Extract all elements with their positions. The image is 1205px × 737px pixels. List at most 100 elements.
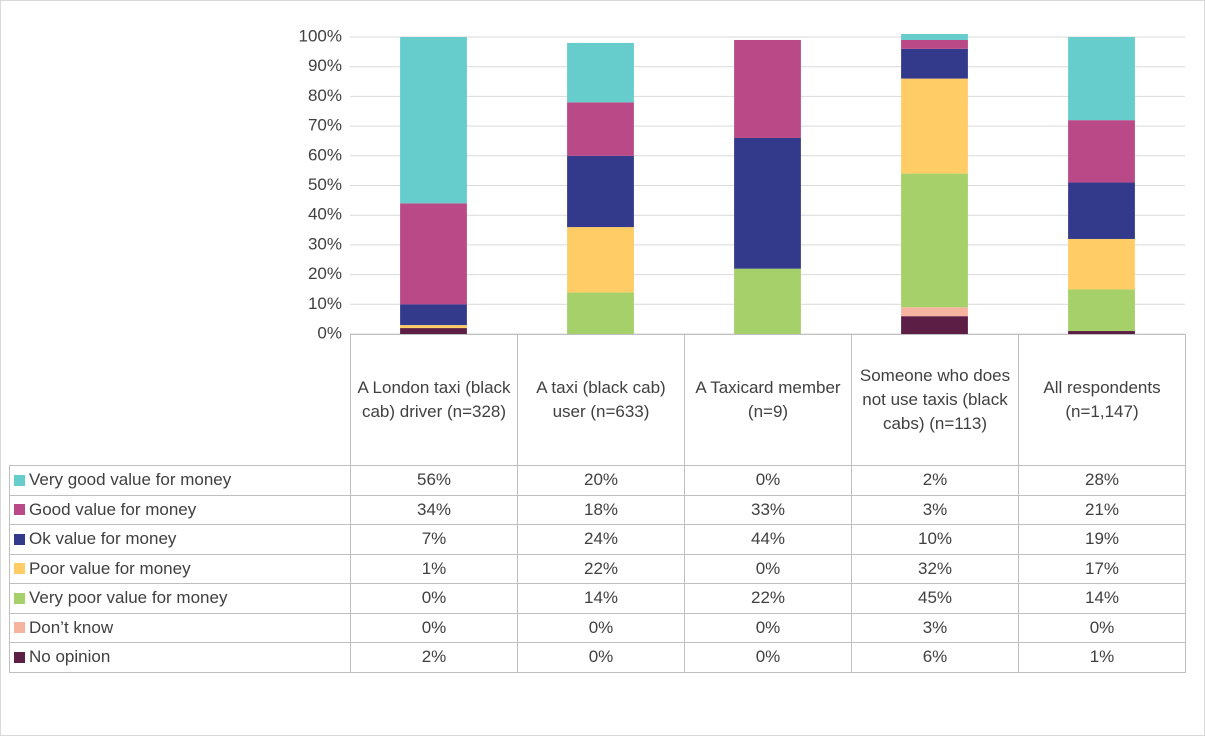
bar-segment: [400, 203, 467, 305]
legend-label: Good value for money: [29, 499, 197, 519]
y-tick-label: 80%: [308, 86, 342, 105]
legend-cell: Don’t know: [9, 612, 351, 643]
legend-label: Ok value for money: [29, 529, 177, 549]
table-value: 19%: [1018, 524, 1186, 555]
y-tick-label: 50%: [308, 175, 342, 194]
table-value: 0%: [517, 642, 685, 673]
table-value: 0%: [684, 553, 852, 584]
y-tick-label: 90%: [308, 56, 342, 75]
table-value: 0%: [1018, 612, 1186, 643]
bar-segment: [734, 137, 801, 269]
legend-swatch: [14, 504, 25, 516]
table-value: 10%: [851, 524, 1019, 555]
bar-segment: [400, 325, 467, 329]
y-tick-label: 70%: [308, 116, 342, 135]
y-tick-label: 30%: [308, 234, 342, 253]
category-header: A Taxicard member (n=9): [684, 334, 852, 466]
bar-segment: [400, 328, 467, 334]
table-value: 28%: [1018, 465, 1186, 496]
legend-swatch: [14, 622, 25, 634]
bar-segment: [1068, 120, 1135, 183]
bar-segment: [567, 292, 634, 334]
bar-segment: [400, 37, 467, 204]
table-value: 24%: [517, 524, 685, 555]
table-value: 6%: [851, 642, 1019, 673]
bar-segment: [567, 102, 634, 156]
legend-swatch: [14, 533, 25, 545]
table-value: 0%: [517, 612, 685, 643]
table-value: 2%: [350, 642, 518, 673]
bar-segment: [901, 316, 968, 334]
table-value: 44%: [684, 524, 852, 555]
bar-segment: [567, 155, 634, 228]
bar-segment: [901, 39, 968, 49]
y-tick-label: 60%: [308, 145, 342, 164]
legend-cell: Ok value for money: [9, 524, 351, 555]
table-value: 32%: [851, 553, 1019, 584]
y-tick-label: 20%: [308, 264, 342, 283]
bar-segment: [901, 34, 968, 40]
y-tick-label: 0%: [317, 323, 342, 342]
legend-swatch: [14, 592, 25, 604]
table-value: 22%: [517, 553, 685, 584]
y-tick-label: 40%: [308, 205, 342, 224]
bar-segment: [1068, 289, 1135, 332]
legend-label: Don’t know: [29, 617, 114, 637]
table-value: 2%: [851, 465, 1019, 496]
table-value: 3%: [851, 494, 1019, 525]
legend-label: No opinion: [29, 647, 111, 667]
table-value: 14%: [517, 583, 685, 614]
legend-cell: Very poor value for money: [9, 583, 351, 614]
legend-cell: Very good value for money: [9, 465, 351, 496]
table-value: 56%: [350, 465, 518, 496]
table-value: 34%: [350, 494, 518, 525]
category-header: Someone who does not use taxis (black ca…: [851, 334, 1019, 466]
table-value: 1%: [350, 553, 518, 584]
bar-segment: [901, 78, 968, 174]
table-value: 0%: [684, 465, 852, 496]
legend-cell: Poor value for money: [9, 553, 351, 584]
table-value: 21%: [1018, 494, 1186, 525]
table-value: 7%: [350, 524, 518, 555]
table-value: 45%: [851, 583, 1019, 614]
y-tick-label: 100%: [299, 26, 342, 45]
legend-label: Poor value for money: [29, 558, 191, 578]
legend-label: Very poor value for money: [29, 588, 228, 608]
bar-segment: [1068, 331, 1135, 334]
legend-swatch: [14, 563, 25, 575]
table-value: 3%: [851, 612, 1019, 643]
table-value: 0%: [684, 642, 852, 673]
category-header: All respondents (n=1,147): [1018, 334, 1186, 466]
bar-segment: [734, 268, 801, 334]
bar-segment: [567, 227, 634, 293]
legend-cell: Good value for money: [9, 494, 351, 525]
bar-segment: [901, 48, 968, 79]
bar-segment: [567, 42, 634, 103]
table-value: 20%: [517, 465, 685, 496]
bar-segment: [1068, 238, 1135, 290]
table-value: 0%: [684, 612, 852, 643]
bar-segment: [901, 307, 968, 317]
legend-swatch: [14, 651, 25, 663]
legend-label: Very good value for money: [29, 470, 232, 490]
legend-swatch: [14, 474, 25, 486]
table-value: 14%: [1018, 583, 1186, 614]
table-value: 22%: [684, 583, 852, 614]
table-value: 0%: [350, 583, 518, 614]
bar-segment: [400, 304, 467, 326]
table-value: 1%: [1018, 642, 1186, 673]
table-value: 17%: [1018, 553, 1186, 584]
legend-cell: No opinion: [9, 642, 351, 673]
bar-segment: [1068, 37, 1135, 121]
table-value: 0%: [350, 612, 518, 643]
bar-segment: [1068, 182, 1135, 239]
y-tick-label: 10%: [308, 294, 342, 313]
table-value: 33%: [684, 494, 852, 525]
bar-segment: [901, 173, 968, 308]
table-value: 18%: [517, 494, 685, 525]
category-header: A London taxi (black cab) driver (n=328): [350, 334, 518, 466]
category-header: A taxi (black cab) user (n=633): [517, 334, 685, 466]
bar-segment: [734, 39, 801, 138]
